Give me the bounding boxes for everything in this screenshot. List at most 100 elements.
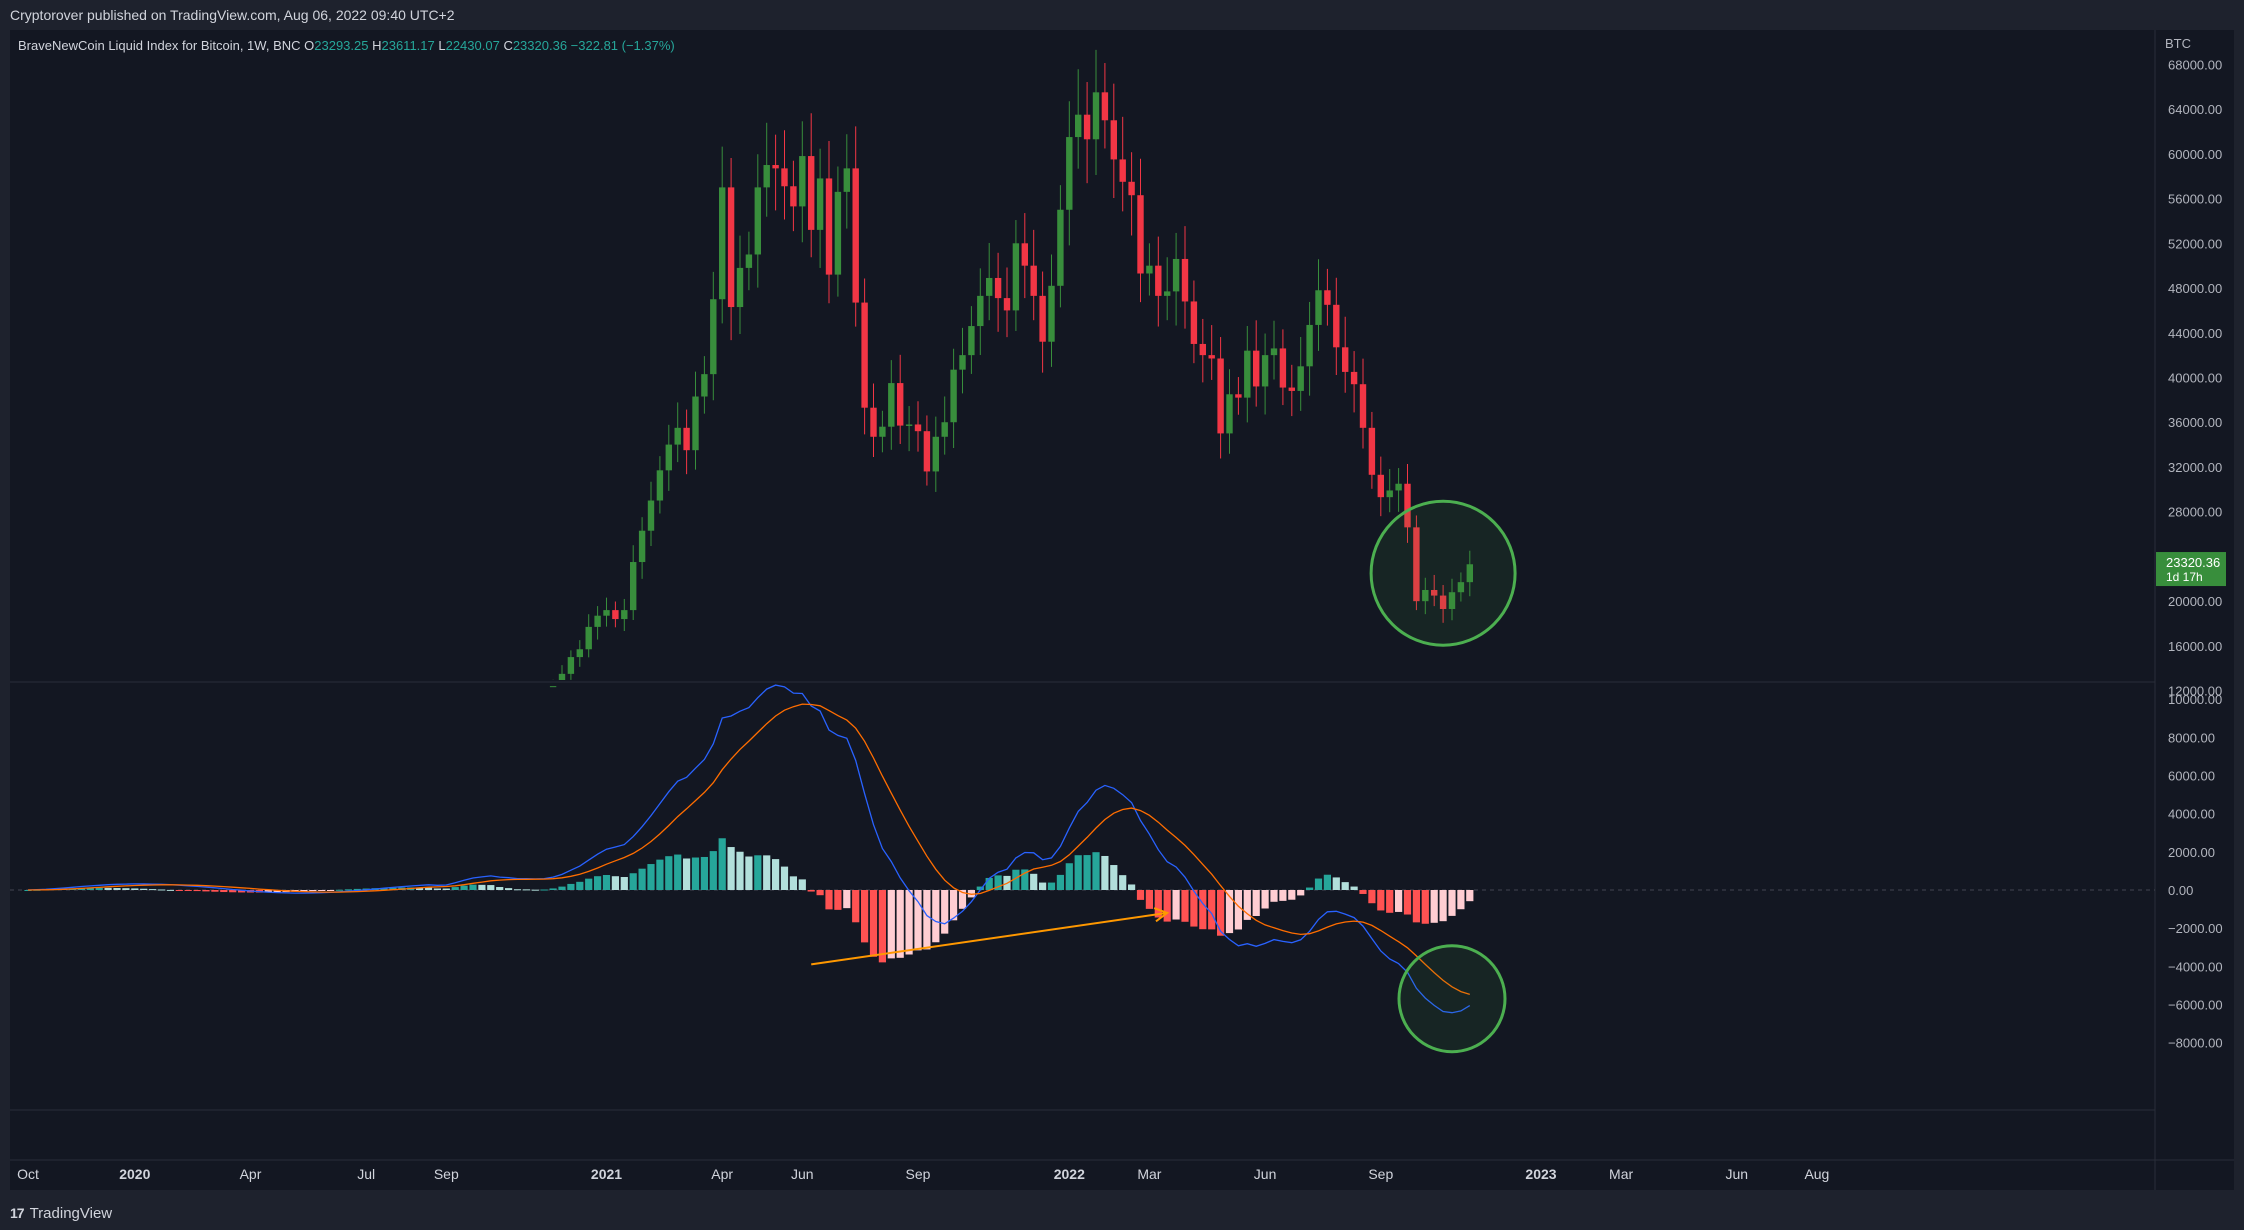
macd-histogram-bar bbox=[487, 885, 495, 890]
macd-histogram-bar bbox=[950, 889, 958, 921]
candle-body bbox=[1190, 301, 1198, 344]
macd-histogram-bar bbox=[1288, 889, 1296, 900]
candle-body bbox=[914, 424, 922, 432]
candle-body bbox=[1395, 483, 1402, 491]
candle-body bbox=[603, 610, 610, 616]
price-tick-label: 68000.00 bbox=[2168, 57, 2222, 72]
candle-body bbox=[1057, 209, 1064, 286]
macd-histogram-bar bbox=[184, 889, 192, 891]
macd-histogram-bar bbox=[798, 879, 806, 890]
candle-body bbox=[1164, 291, 1171, 296]
candle-body bbox=[763, 165, 770, 188]
last-price-tag bbox=[2156, 552, 2226, 587]
macd-histogram-bar bbox=[861, 889, 869, 943]
macd-histogram-bar bbox=[780, 866, 789, 890]
candle-body bbox=[1350, 371, 1358, 385]
candle-body bbox=[594, 615, 601, 627]
macd-histogram-bar bbox=[923, 889, 931, 950]
time-tick-label: 2023 bbox=[1525, 1166, 1556, 1182]
macd-histogram-bar bbox=[1350, 886, 1358, 890]
tradingview-logo[interactable]: 17 TradingView bbox=[10, 1205, 112, 1222]
time-tick-label: 2022 bbox=[1054, 1166, 1085, 1182]
macd-histogram-bar bbox=[1279, 889, 1287, 901]
macd-histogram-bar bbox=[1270, 889, 1278, 902]
time-tick-label: 2021 bbox=[591, 1166, 622, 1182]
price-tick-label: 44000.00 bbox=[2168, 326, 2222, 341]
macd-histogram-bar bbox=[95, 887, 103, 890]
macd-histogram-bar bbox=[77, 888, 85, 890]
candle-body bbox=[1261, 355, 1269, 387]
macd-histogram-bar bbox=[1297, 889, 1305, 896]
macd-histogram-bar bbox=[300, 889, 308, 892]
macd-histogram-bar bbox=[1181, 889, 1189, 922]
macd-histogram-bar bbox=[1136, 889, 1145, 900]
macd-histogram-bar bbox=[1421, 889, 1429, 924]
tradingview-brand: TradingView bbox=[29, 1204, 113, 1222]
macd-histogram-bar bbox=[638, 868, 646, 890]
candle-body bbox=[861, 302, 868, 408]
macd-histogram-bar bbox=[1128, 884, 1136, 890]
price-tick-label: 56000.00 bbox=[2168, 192, 2222, 207]
macd-histogram-bar bbox=[86, 887, 94, 890]
macd-histogram-bar bbox=[807, 889, 815, 892]
macd-histogram-bar bbox=[1341, 882, 1349, 890]
candle-body bbox=[558, 673, 566, 680]
tradingview-logo-icon: 17 bbox=[10, 1205, 25, 1221]
price-chart[interactable]: BTC 68000.00 64000.00 60000.00 56000.00 52000… bbox=[10, 30, 2234, 1190]
macd-histogram-bar bbox=[202, 889, 210, 892]
candle-body bbox=[1253, 350, 1260, 387]
time-tick-label: Sep bbox=[906, 1166, 931, 1182]
candle-body bbox=[1048, 285, 1055, 342]
macd-histogram-bar bbox=[914, 889, 922, 951]
macd-histogram-bar bbox=[505, 888, 513, 890]
macd-histogram-bar bbox=[611, 876, 619, 890]
macd-histogram-bar bbox=[691, 857, 700, 890]
macd-histogram-bar bbox=[985, 877, 993, 890]
candle-body bbox=[959, 355, 966, 370]
candle-body bbox=[585, 626, 592, 650]
candle-body bbox=[1128, 181, 1135, 196]
macd-histogram-bar bbox=[905, 889, 913, 955]
candle-body bbox=[683, 427, 690, 451]
chart-frame[interactable]: BTC 68000.00 64000.00 60000.00 56000.00 52000… bbox=[10, 30, 2234, 1190]
macd-histogram-bar bbox=[122, 888, 130, 890]
macd-histogram-bar bbox=[1039, 882, 1047, 890]
candle-body bbox=[932, 436, 939, 472]
macd-histogram-bar bbox=[273, 889, 281, 893]
macd-histogram-bar bbox=[878, 889, 886, 963]
candle-body bbox=[1119, 159, 1126, 182]
macd-histogram-bar bbox=[745, 856, 753, 890]
macd-histogram-bar bbox=[496, 887, 504, 890]
macd-histogram-bar bbox=[1145, 889, 1153, 909]
macd-histogram-bar bbox=[825, 889, 833, 910]
macd-histogram-bar bbox=[594, 876, 602, 890]
candle-body bbox=[888, 383, 895, 427]
macd-histogram-bar bbox=[175, 889, 183, 891]
candle-body bbox=[1439, 595, 1447, 609]
candle-body bbox=[1217, 358, 1224, 434]
macd-tick-label: 6000.00 bbox=[2168, 769, 2215, 784]
candle-body bbox=[1172, 258, 1180, 292]
candle-body bbox=[843, 168, 850, 192]
time-tick-label: Mar bbox=[1137, 1166, 1161, 1182]
candle-body bbox=[656, 470, 664, 501]
macd-histogram-bar bbox=[24, 889, 32, 891]
macd-histogram-bar bbox=[994, 875, 1002, 890]
candle-body bbox=[754, 187, 761, 255]
macd-histogram-bar bbox=[1199, 889, 1207, 930]
trend-arrow-line bbox=[811, 911, 1168, 966]
candle-body bbox=[612, 610, 619, 620]
macd-histogram-bar bbox=[380, 887, 388, 890]
price-tick-label: 28000.00 bbox=[2168, 505, 2222, 520]
candle-body bbox=[1244, 350, 1251, 398]
macd-histogram-bar bbox=[220, 889, 228, 893]
last-price-value: 23320.36 bbox=[2166, 555, 2220, 570]
macd-tick-label: 0.00 bbox=[2168, 883, 2193, 898]
macd-histogram-bar bbox=[478, 884, 486, 890]
time-tick-label: Jul bbox=[357, 1166, 375, 1182]
candle-body bbox=[808, 156, 815, 230]
macd-histogram-bar bbox=[1172, 889, 1180, 920]
macd-histogram-bar bbox=[549, 888, 557, 890]
macd-histogram-bar bbox=[932, 889, 940, 943]
macd-histogram-bar bbox=[674, 854, 682, 890]
